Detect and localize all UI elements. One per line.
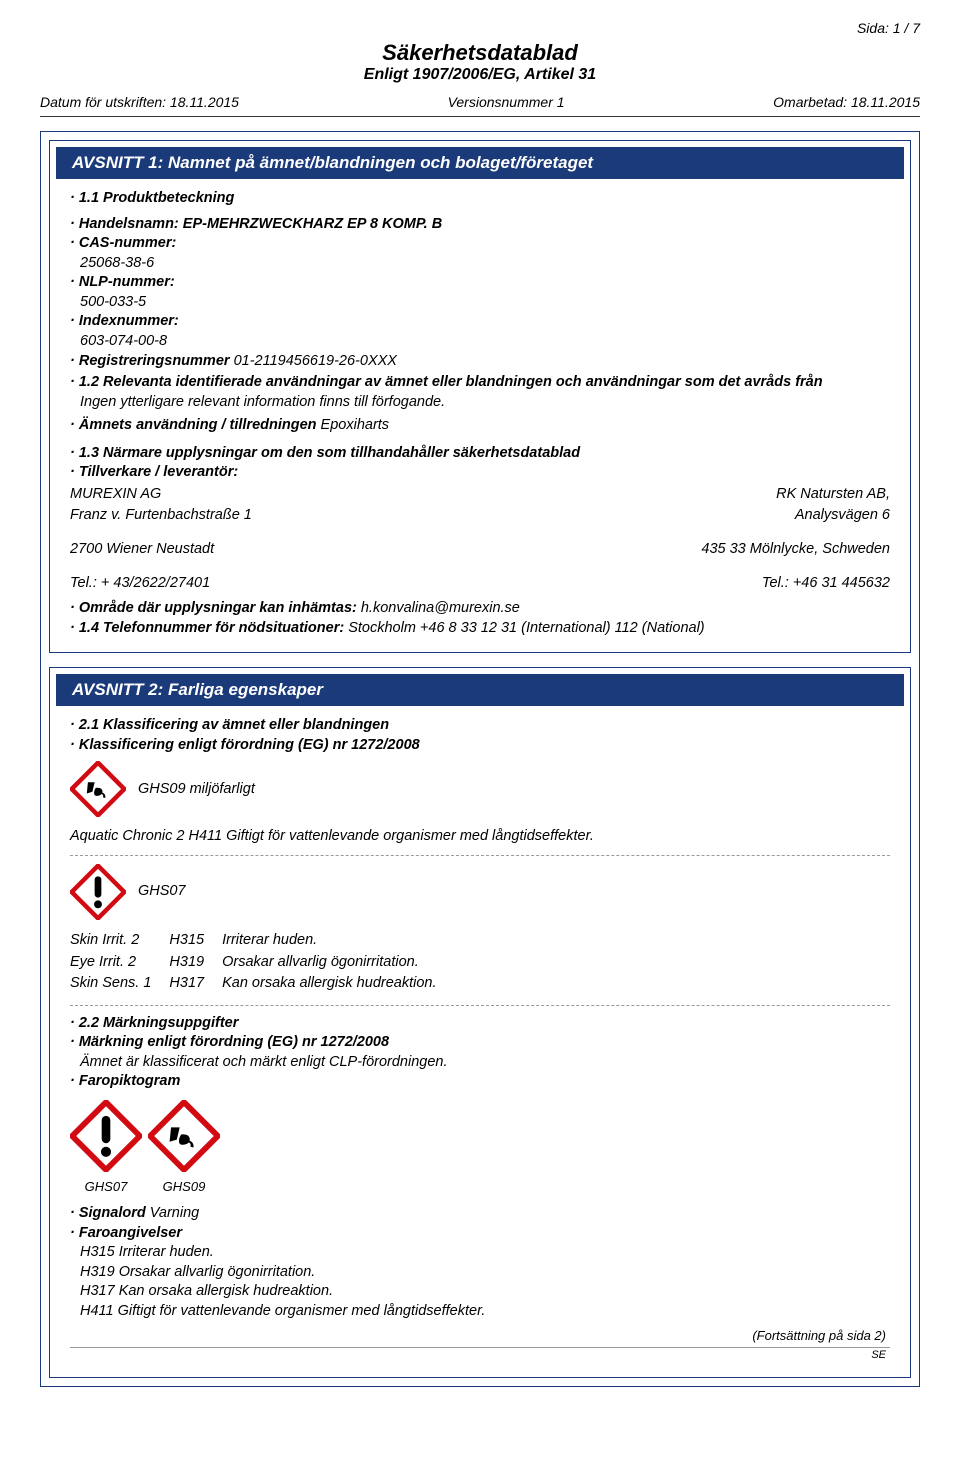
info-label: · Område där upplysningar kan inhämtas: xyxy=(70,600,357,616)
s21-label: · 2.1 Klassificering av ämnet eller blan… xyxy=(70,716,890,736)
ghs09-icon xyxy=(70,761,126,817)
haz-c2: H319 xyxy=(169,952,222,974)
doc-title: Säkerhetsdatablad xyxy=(40,40,920,66)
haz-c2: H317 xyxy=(169,973,222,995)
mfr-right-2: Analysvägen 6 xyxy=(795,506,890,526)
h-line: H319 Orsakar allvarlig ögonirritation. xyxy=(70,1263,890,1283)
trade-name-label: · Handelsnamn: xyxy=(70,216,179,232)
page-number: Sida: 1 / 7 xyxy=(40,20,920,36)
use-value: Epoxiharts xyxy=(317,417,390,433)
meta-row: Datum för utskriften: 18.11.2015 Version… xyxy=(40,90,920,117)
section-1-header: AVSNITT 1: Namnet på ämnet/blandningen o… xyxy=(56,147,904,179)
s22-label: · 2.2 Märkningsuppgifter xyxy=(70,1014,890,1034)
haz-c3: Kan orsaka allergisk hudreaktion. xyxy=(222,973,454,995)
h-line: H411 Giftigt för vattenlevande organisme… xyxy=(70,1302,890,1322)
clp-class-label: · Klassificering enligt förordning (EG) … xyxy=(70,736,890,756)
haz-c3: Irriterar huden. xyxy=(222,930,454,952)
haz-c2: H315 xyxy=(169,930,222,952)
index-value: 603-074-00-8 xyxy=(70,332,890,352)
mfr-label: · Tillverkare / leverantör: xyxy=(70,463,890,483)
mfr-left-4: Tel.: + 43/2622/27401 xyxy=(70,574,210,594)
continuation-note: (Fortsättning på sida 2) xyxy=(70,1327,890,1345)
haz-c1: Eye Irrit. 2 xyxy=(70,952,169,974)
section-1: AVSNITT 1: Namnet på ämnet/blandningen o… xyxy=(49,140,911,653)
s13-label: · 1.3 Närmare upplysningar om den som ti… xyxy=(70,444,890,464)
signal-label: · Signalord xyxy=(70,1205,146,1221)
hazard-row: Skin Irrit. 2 H315 Irriterar huden. xyxy=(70,930,455,952)
use-label: · Ämnets användning / tillredningen xyxy=(70,417,317,433)
cas-label: · CAS-nummer: xyxy=(70,234,890,254)
ghs09-pictogram-icon xyxy=(148,1160,220,1176)
info-value: h.konvalina@murexin.se xyxy=(357,600,520,616)
dashed-divider-2 xyxy=(70,1005,890,1006)
hazard-row: Skin Sens. 1 H317 Kan orsaka allergisk h… xyxy=(70,973,455,995)
reg-value: 01-2119456619-26-0XXX xyxy=(230,353,397,369)
section-2: AVSNITT 2: Farliga egenskaper · 2.1 Klas… xyxy=(49,667,911,1378)
s12-value: Ingen ytterligare relevant information f… xyxy=(70,393,890,413)
dashed-divider-1 xyxy=(70,855,890,856)
country-code: SE xyxy=(70,1347,890,1363)
aquatic-line: Aquatic Chronic 2 H411 Giftigt för vatte… xyxy=(70,827,890,847)
ghs07-label: GHS07 xyxy=(138,882,186,902)
nlp-value: 500-033-5 xyxy=(70,293,890,313)
haz-c1: Skin Sens. 1 xyxy=(70,973,169,995)
revised-date: Omarbetad: 18.11.2015 xyxy=(773,94,920,110)
h-line: H315 Irriterar huden. xyxy=(70,1243,890,1263)
outer-frame: AVSNITT 1: Namnet på ämnet/blandningen o… xyxy=(40,131,920,1387)
reg-label: · Registreringsnummer xyxy=(70,353,230,369)
mfr-left-1: MUREXIN AG xyxy=(70,485,161,505)
label-clp-value: Ämnet är klassificerat och märkt enligt … xyxy=(70,1053,890,1073)
nlp-label: · NLP-nummer: xyxy=(70,273,890,293)
haz-c3: Orsakar allvarlig ögonirritation. xyxy=(222,952,454,974)
hazard-row: Eye Irrit. 2 H319 Orsakar allvarlig ögon… xyxy=(70,952,455,974)
hazard-table: Skin Irrit. 2 H315 Irriterar huden. Eye … xyxy=(70,930,455,995)
index-label: · Indexnummer: xyxy=(70,312,890,332)
ghs07-icon xyxy=(70,864,126,920)
h-line: H317 Kan orsaka allergisk hudreaktion. xyxy=(70,1282,890,1302)
section-2-header: AVSNITT 2: Farliga egenskaper xyxy=(56,674,904,706)
version-number: Versionsnummer 1 xyxy=(448,94,565,110)
print-date: Datum för utskriften: 18.11.2015 xyxy=(40,94,239,110)
ghs07-code: GHS07 xyxy=(70,1178,142,1196)
mfr-right-3: 435 33 Mölnlycke, Schweden xyxy=(701,540,890,560)
pictogram-label: · Faropiktogram xyxy=(70,1072,890,1092)
cas-value: 25068-38-6 xyxy=(70,254,890,274)
doc-subtitle: Enligt 1907/2006/EG, Artikel 31 xyxy=(40,66,920,84)
ghs09-label: GHS09 miljöfarligt xyxy=(138,780,255,800)
s14-value: Stockholm +46 8 33 12 31 (International)… xyxy=(344,620,704,636)
mfr-left-2: Franz v. Furtenbachstraße 1 xyxy=(70,506,252,526)
label-clp-label: · Märkning enligt förordning (EG) nr 127… xyxy=(70,1033,890,1053)
trade-name-value: EP-MEHRZWECKHARZ EP 8 KOMP. B xyxy=(179,216,442,232)
haz-c1: Skin Irrit. 2 xyxy=(70,930,169,952)
ghs09-code: GHS09 xyxy=(148,1178,220,1196)
s11-label: · 1.1 Produktbeteckning xyxy=(70,189,890,209)
mfr-right-4: Tel.: +46 31 445632 xyxy=(762,574,890,594)
ghs07-pictogram-icon xyxy=(70,1160,142,1176)
signal-value: Varning xyxy=(146,1205,199,1221)
s14-label: · 1.4 Telefonnummer för nödsituationer: xyxy=(70,620,344,636)
mfr-right-1: RK Natursten AB, xyxy=(776,485,890,505)
s12-label: · 1.2 Relevanta identifierade användning… xyxy=(70,374,823,390)
mfr-left-3: 2700 Wiener Neustadt xyxy=(70,540,214,560)
hazstat-label: · Faroangivelser xyxy=(70,1224,890,1244)
